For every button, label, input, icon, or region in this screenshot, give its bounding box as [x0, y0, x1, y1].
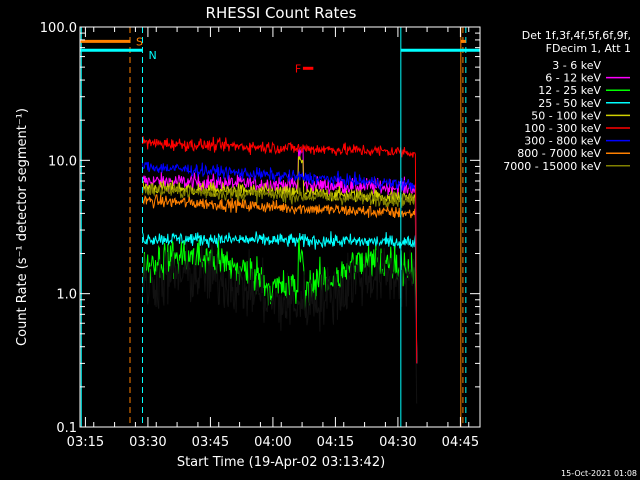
- series-line-7: [142, 194, 418, 364]
- flag-label-N: N: [149, 49, 157, 62]
- legend-entry-label: 100 - 300 keV: [524, 122, 601, 135]
- x-tick-label: 03:30: [129, 435, 166, 450]
- footer-timestamp: 15-Oct-2021 01:08: [561, 469, 637, 478]
- x-tick-label: 03:45: [192, 435, 229, 450]
- series-line-8: [142, 182, 418, 364]
- legend-entry-label: 50 - 100 keV: [531, 109, 601, 122]
- series-line-1: [142, 147, 418, 364]
- series-line-6: [142, 161, 418, 364]
- legend-entry-label: 800 - 7000 keV: [517, 147, 601, 160]
- legend-entry-label: 6 - 12 keV: [545, 72, 601, 85]
- series-layer: [142, 136, 418, 404]
- legend-entry-label: 3 - 6 keV: [552, 59, 601, 72]
- y-tick-label: 0.1: [56, 421, 77, 436]
- series-line-3: [142, 231, 418, 364]
- chart-title: RHESSI Count Rates: [206, 4, 357, 22]
- flag-label-F: F: [295, 62, 301, 75]
- x-tick-label: 04:30: [379, 435, 416, 450]
- x-tick-label: 04:15: [317, 435, 354, 450]
- axis-layer: 0.1 1.0 10.0 100.0 03:15 03:30 03:45 04:00 04:15…: [40, 21, 480, 450]
- series-line-0: [142, 240, 418, 404]
- legend-entry-label: 12 - 25 keV: [538, 84, 601, 97]
- y-axis-label: Count Rate (s⁻¹ detector segment⁻¹): [15, 108, 30, 346]
- x-tick-label: 03:15: [67, 435, 104, 450]
- x-axis-label: Start Time (19-Apr-02 03:13:42): [177, 455, 385, 470]
- legend-entry-label: 7000 - 15000 keV: [503, 160, 601, 173]
- legend-entry-label: 25 - 50 keV: [538, 97, 601, 110]
- y-tick-label: 1.0: [56, 288, 77, 303]
- plot-frame: [79, 26, 481, 428]
- y-tick-label: 10.0: [48, 154, 77, 169]
- legend: Det 1f,3f,4f,5f,6f,9f,FDecim 1, Att 1 3 -…: [503, 29, 631, 173]
- series-line-5: [142, 136, 418, 364]
- y-tick-label: 100.0: [40, 21, 77, 36]
- flag-layer: SN F: [80, 27, 480, 427]
- x-tick-label: 04:45: [442, 435, 479, 450]
- legend-entry-label: 300 - 800 keV: [524, 135, 601, 148]
- x-tick-label: 04:00: [254, 435, 291, 450]
- legend-header-line: FDecim 1, Att 1: [546, 42, 631, 55]
- legend-header-line: Det 1f,3f,4f,5f,6f,9f,: [522, 29, 631, 42]
- flag-label-S: S: [136, 35, 143, 48]
